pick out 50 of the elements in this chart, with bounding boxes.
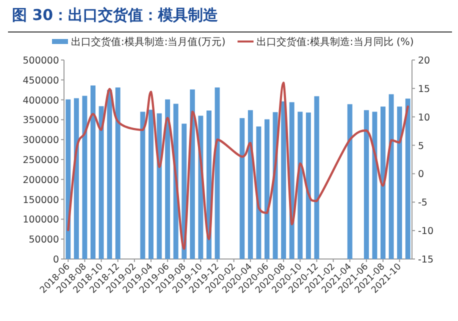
bar — [364, 110, 369, 259]
bar — [66, 99, 71, 259]
bar — [140, 112, 146, 259]
bar — [256, 126, 262, 259]
bar — [314, 96, 320, 259]
y-tick-label: 0 — [52, 254, 59, 266]
y-tick-label: 150000 — [22, 194, 59, 206]
y-tick-label: 250000 — [22, 155, 59, 166]
bar — [156, 113, 162, 259]
y2-tick-label: -5 — [418, 198, 428, 209]
y-tick-label: 100000 — [22, 214, 59, 226]
y-tick-label: 300000 — [22, 135, 59, 146]
bar — [98, 106, 104, 259]
bar — [306, 112, 311, 259]
y-tick-label: 500000 — [22, 56, 59, 66]
bar — [264, 119, 270, 259]
bar — [107, 90, 112, 259]
y-tick-label: 400000 — [22, 95, 59, 106]
y-tick-label: 50000 — [28, 234, 59, 246]
line-series — [67, 82, 409, 250]
bar — [380, 106, 386, 259]
y-tick-label: 200000 — [22, 174, 59, 186]
y-tick-label: 450000 — [22, 75, 59, 86]
bar — [248, 110, 253, 259]
y2-tick-label: -15 — [418, 254, 434, 266]
bar — [148, 110, 154, 259]
bar — [214, 87, 220, 259]
bar — [74, 98, 79, 259]
bar — [281, 101, 286, 259]
y-tick-label: 350000 — [22, 115, 59, 126]
bar — [298, 112, 303, 259]
y2-tick-label: 10 — [418, 112, 430, 124]
bar — [165, 99, 170, 259]
legend-label: 出口交货值:模具制造:当月值(万元) — [71, 36, 226, 48]
y2-tick-label: 20 — [418, 56, 430, 66]
y2-tick-label: 0 — [418, 169, 424, 180]
bar — [115, 87, 120, 259]
bar — [397, 106, 402, 259]
legend-label: 出口交货值:模具制造:当月同比 (%) — [256, 36, 414, 48]
y2-tick-label: 15 — [418, 84, 430, 95]
bar — [347, 104, 352, 259]
y2-tick-label: -10 — [418, 226, 434, 238]
bar — [90, 85, 96, 259]
bar — [240, 118, 245, 259]
y2-tick-label: 5 — [418, 140, 424, 152]
chart-title: 图 30：出口交货值：模具制造 — [12, 6, 220, 24]
bar — [405, 98, 410, 259]
bar — [372, 112, 378, 259]
bar — [388, 94, 394, 259]
bar — [82, 96, 88, 259]
